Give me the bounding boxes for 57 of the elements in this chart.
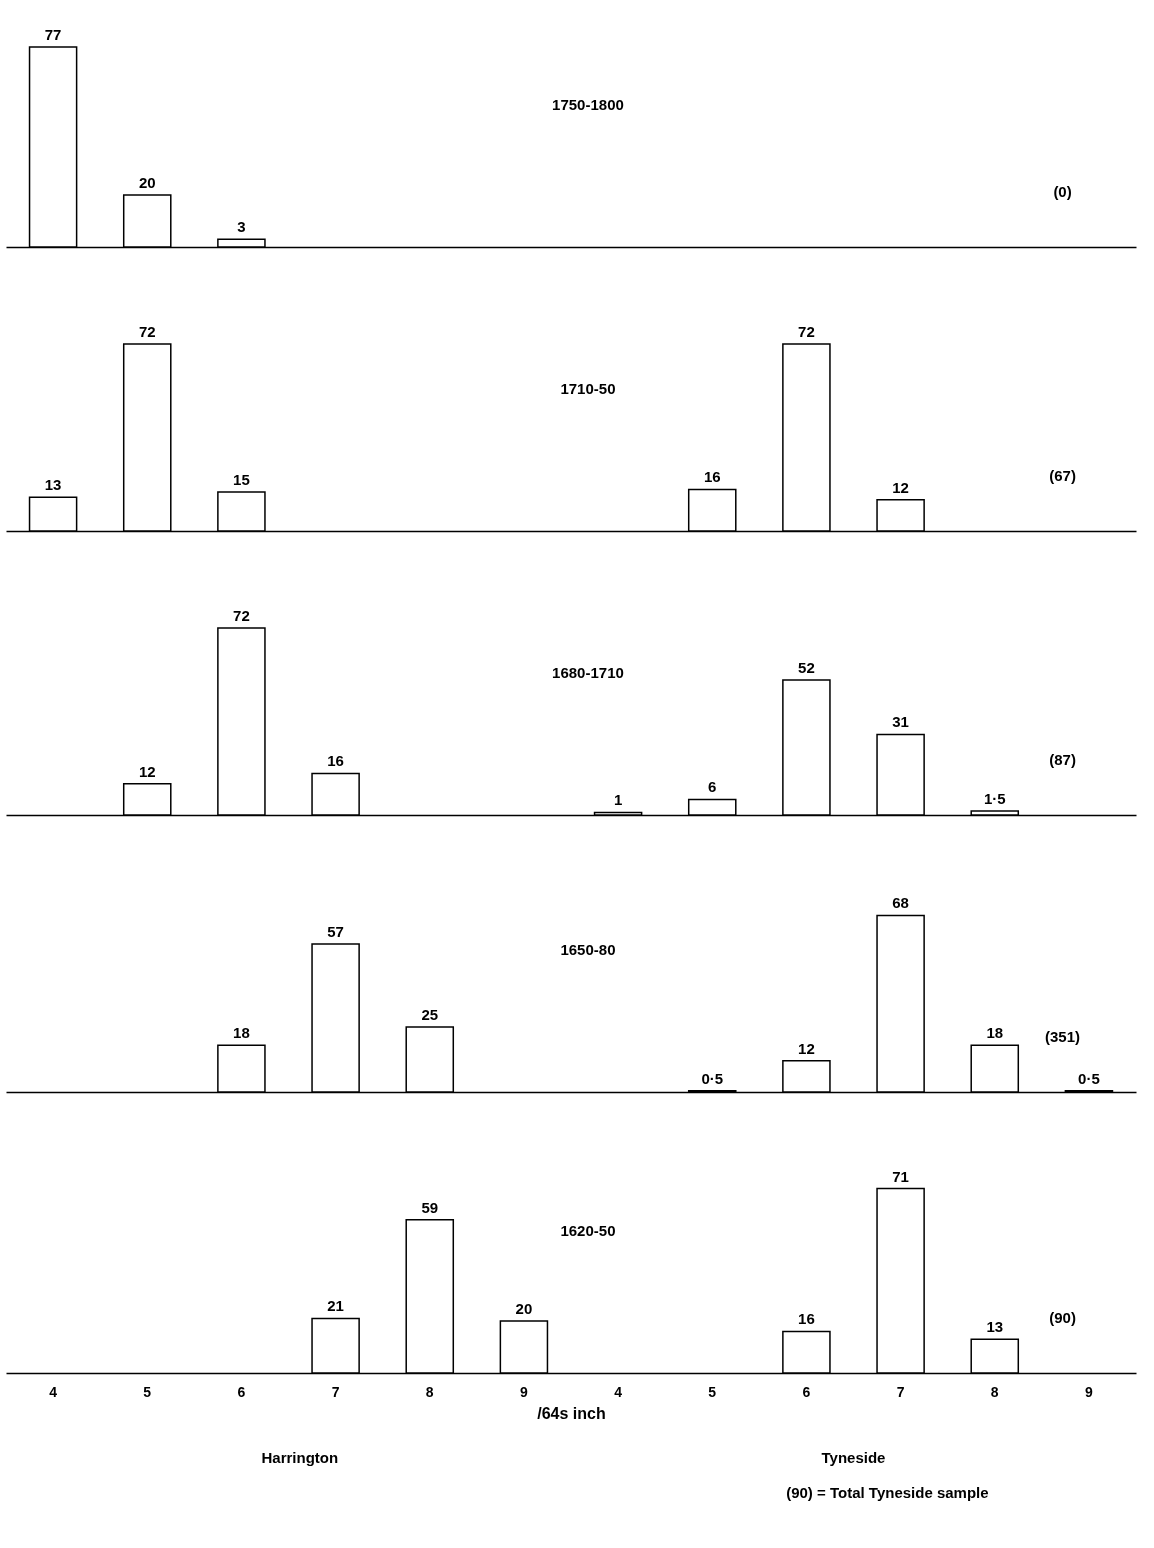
data-label: 57 <box>327 922 344 940</box>
data-label: 71 <box>892 1167 909 1185</box>
data-label: 16 <box>327 752 344 770</box>
text: 1750-1800 <box>552 96 624 113</box>
data-label: 72 <box>233 606 250 624</box>
text: 1650-80 <box>560 941 616 958</box>
x-tick-label: 5 <box>143 1383 152 1400</box>
data-label: 6 <box>708 778 717 796</box>
data-label: 21 <box>327 1297 344 1315</box>
annotation: (0) <box>1053 183 1072 200</box>
data-label: 59 <box>421 1198 439 1216</box>
x-tick-label: 9 <box>520 1383 529 1400</box>
data-label: 1 <box>613 791 623 809</box>
annotation: (90) <box>1049 1309 1076 1326</box>
text: Tyneside <box>821 1449 886 1466</box>
x-tick-label: 8 <box>425 1383 434 1400</box>
data-label: 12 <box>138 762 156 780</box>
data-label: 16 <box>798 1310 815 1328</box>
text: 1710-50 <box>560 380 616 397</box>
data-label: 20 <box>138 174 156 192</box>
data-label: 20 <box>515 1300 533 1318</box>
x-tick-label: 7 <box>896 1383 905 1400</box>
text: 1620-50 <box>560 1222 616 1239</box>
data-label: 18 <box>986 1024 1004 1042</box>
data-label: 12 <box>798 1039 815 1057</box>
x-tick-label: 6 <box>237 1383 246 1400</box>
x-tick-label: 5 <box>708 1383 717 1400</box>
data-label: 12 <box>892 478 909 496</box>
text: (90) = Total Tyneside sample <box>786 1484 989 1501</box>
annotation: (351) <box>1045 1028 1081 1045</box>
data-label: 1·5 <box>983 790 1006 808</box>
data-label: 0·5 <box>701 1069 724 1087</box>
text: Harrington <box>261 1449 339 1466</box>
data-label: 16 <box>703 468 721 486</box>
data-label: 25 <box>421 1006 439 1024</box>
x-axis-title: /64s inch <box>537 1404 606 1422</box>
data-label: 77 <box>44 26 62 43</box>
x-tick-label: 4 <box>49 1383 58 1400</box>
data-label: 72 <box>138 322 156 340</box>
data-label: 3 <box>237 218 246 236</box>
x-tick-label: 7 <box>331 1383 340 1400</box>
x-tick-label: 8 <box>990 1383 999 1400</box>
x-tick-label: 4 <box>614 1383 623 1400</box>
data-label: 52 <box>798 658 815 676</box>
data-label: 15 <box>233 471 250 489</box>
x-tick-label: 6 <box>802 1383 811 1400</box>
x-tick-label: 9 <box>1085 1383 1094 1400</box>
data-label: 13 <box>44 476 62 494</box>
annotation: (67) <box>1049 467 1076 484</box>
data-label: 0·5 <box>1078 1069 1100 1087</box>
data-label: 18 <box>233 1024 250 1042</box>
data-label: 68 <box>892 894 909 912</box>
annotation: (87) <box>1049 751 1076 768</box>
data-label: 31 <box>892 713 909 731</box>
data-label: 72 <box>798 322 815 340</box>
text: 1680-1710 <box>552 664 624 681</box>
data-label: 13 <box>986 1318 1004 1336</box>
